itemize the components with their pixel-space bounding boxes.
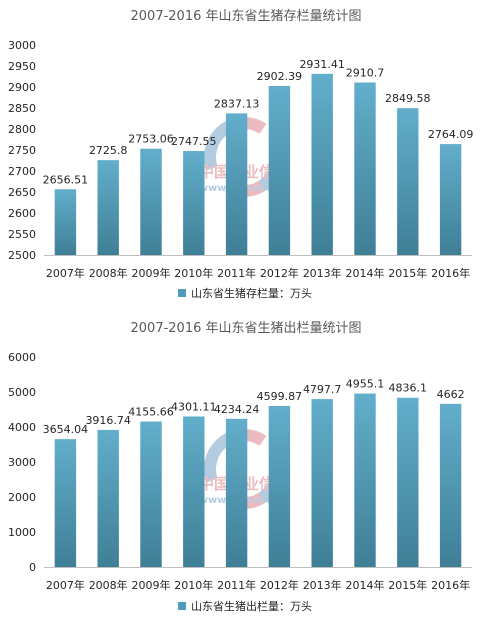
x-tick-label: 2015年 bbox=[388, 578, 427, 592]
x-tick-label: 2014年 bbox=[346, 578, 385, 592]
data-label: 4797.7 bbox=[303, 383, 342, 396]
x-tick-label: 2007年 bbox=[46, 578, 85, 592]
data-label: 4301.11 bbox=[171, 400, 217, 413]
bar-2016年 bbox=[439, 403, 462, 567]
y-tick-label: 2000 bbox=[8, 491, 36, 504]
bar-2007年 bbox=[54, 439, 77, 567]
stock-chart-svg: 2007-2016 年山东省生猪存栏量统计图 2500 2550 2600 2650 27… bbox=[8, 9, 474, 300]
bar-2007年 bbox=[54, 189, 77, 255]
bar-2009年 bbox=[140, 421, 162, 567]
x-tick-label: 2012年 bbox=[260, 266, 299, 280]
data-label: 4155.66 bbox=[128, 406, 174, 419]
x-tick-label: 2015年 bbox=[388, 266, 427, 280]
data-label: 4662 bbox=[437, 388, 465, 401]
x-tick-label: 2016年 bbox=[431, 578, 470, 592]
x-tick-label: 2008年 bbox=[89, 266, 128, 280]
data-label: 2753.06 bbox=[128, 133, 174, 146]
bar-2012年 bbox=[268, 406, 291, 567]
y-tick-label: 0 bbox=[29, 561, 36, 574]
y-tick-label: 1000 bbox=[8, 526, 36, 539]
data-label: 2747.55 bbox=[171, 135, 217, 148]
data-label: 3654.04 bbox=[43, 423, 89, 436]
x-tick-label: 2016年 bbox=[431, 266, 470, 280]
y-tick-label: 2650 bbox=[8, 186, 36, 199]
slaughter-chart: 2007-2016 年山东省生猪出栏量统计图 0 1000 2000 3000 4000 5… bbox=[0, 312, 492, 625]
stock-chart: 2007-2016 年山东省生猪存栏量统计图 2500 2550 2600 2650 27… bbox=[0, 0, 492, 312]
x-tick-label: 2014年 bbox=[346, 266, 385, 280]
bar-2010年 bbox=[183, 416, 205, 567]
x-tick-label: 2009年 bbox=[132, 578, 171, 592]
bar-2014年 bbox=[354, 393, 376, 567]
legend-label: 山东省生猪存栏量：万头 bbox=[191, 286, 312, 300]
bar-2014年 bbox=[354, 82, 376, 255]
data-label: 2931.41 bbox=[299, 58, 345, 71]
chart-title: 2007-2016 年山东省生猪出栏量统计图 bbox=[131, 321, 362, 336]
bar-2013年 bbox=[311, 73, 333, 255]
y-tick-label: 2600 bbox=[8, 207, 36, 220]
y-tick-label: 2750 bbox=[8, 144, 36, 157]
legend-swatch bbox=[178, 289, 186, 297]
bar-2016年 bbox=[439, 144, 462, 255]
data-label: 2910.7 bbox=[346, 67, 385, 80]
y-tick-label: 2900 bbox=[8, 81, 36, 94]
bar-2011年 bbox=[225, 113, 248, 256]
bar-2015年 bbox=[397, 108, 419, 256]
y-tick-label: 6000 bbox=[8, 351, 36, 364]
y-tick-label: 4000 bbox=[8, 421, 36, 434]
y-tick-label: 3000 bbox=[8, 456, 36, 469]
data-label: 4836.1 bbox=[389, 382, 428, 395]
bar-2008年 bbox=[97, 160, 119, 255]
data-label: 2656.51 bbox=[43, 173, 89, 186]
x-tick-label: 2011年 bbox=[217, 266, 256, 280]
y-tick-label: 5000 bbox=[8, 386, 36, 399]
data-label: 4234.24 bbox=[214, 403, 260, 416]
y-tick-label: 2700 bbox=[8, 165, 36, 178]
x-tick-label: 2013年 bbox=[303, 266, 342, 280]
data-label: 4955.1 bbox=[346, 378, 385, 391]
legend-swatch bbox=[178, 602, 186, 610]
y-tick-label: 2950 bbox=[8, 60, 36, 73]
bar-2008年 bbox=[97, 429, 119, 567]
y-tick-label: 2500 bbox=[8, 249, 36, 262]
data-label: 3916.74 bbox=[85, 414, 131, 427]
slaughter-chart-svg: 2007-2016 年山东省生猪出栏量统计图 0 1000 2000 3000 4000 5… bbox=[8, 321, 472, 613]
bar-2012年 bbox=[268, 85, 291, 255]
data-label: 2764.09 bbox=[428, 128, 474, 141]
x-tick-label: 2011年 bbox=[217, 578, 256, 592]
chart-title: 2007-2016 年山东省生猪存栏量统计图 bbox=[131, 9, 362, 24]
data-label: 2849.58 bbox=[385, 92, 431, 105]
bar-2011年 bbox=[225, 418, 248, 567]
x-tick-label: 2012年 bbox=[260, 578, 299, 592]
x-tick-label: 2013年 bbox=[303, 578, 342, 592]
bar-2009年 bbox=[140, 148, 162, 255]
bar-2010年 bbox=[183, 151, 205, 255]
y-tick-label: 2850 bbox=[8, 102, 36, 115]
bar-2015年 bbox=[397, 397, 419, 567]
x-tick-label: 2010年 bbox=[174, 266, 213, 280]
x-tick-label: 2010年 bbox=[174, 578, 213, 592]
x-tick-label: 2007年 bbox=[46, 266, 85, 280]
y-tick-label: 2800 bbox=[8, 123, 36, 136]
legend-label: 山东省生猪出栏量：万头 bbox=[191, 599, 312, 613]
data-label: 2902.39 bbox=[257, 70, 303, 83]
data-label: 2725.8 bbox=[89, 144, 128, 157]
y-tick-label: 2550 bbox=[8, 228, 36, 241]
x-tick-label: 2009年 bbox=[132, 266, 171, 280]
y-tick-label: 3000 bbox=[8, 39, 36, 52]
bar-2013年 bbox=[311, 399, 333, 567]
x-tick-label: 2008年 bbox=[89, 578, 128, 592]
data-label: 2837.13 bbox=[214, 97, 260, 110]
data-label: 4599.87 bbox=[257, 390, 303, 403]
